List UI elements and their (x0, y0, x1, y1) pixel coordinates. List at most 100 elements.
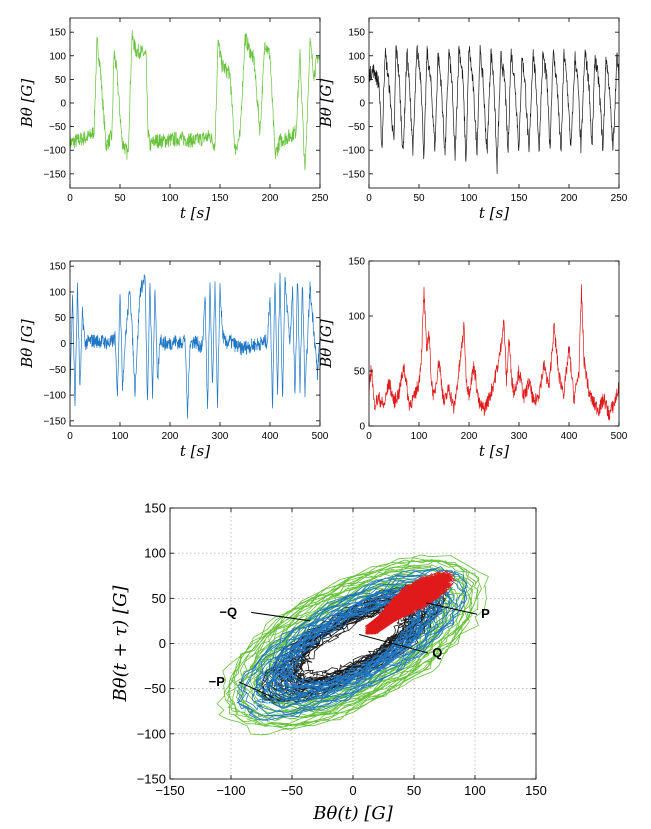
x-tick-label: 250 (611, 193, 628, 204)
x-tick-label: 150 (212, 193, 229, 204)
x-axis-label: t [s] (479, 442, 509, 460)
x-tick-label: 100 (411, 431, 428, 442)
y-tick-label: −150 (342, 169, 365, 180)
y-tick-label: 0 (60, 99, 66, 110)
chart-middle-right: 0 100 200 300 400 500 0 50 100 150 t [s] Bθ [G] (317, 257, 628, 461)
y-tick-label: 100 (49, 287, 66, 298)
x-tick-label: 100 (162, 193, 179, 204)
axes-frame (368, 17, 620, 189)
x-tick-label: 500 (312, 431, 329, 442)
x-tick-label: 200 (461, 431, 478, 442)
y-tick-label: 50 (354, 367, 366, 378)
y-tick-label: 0 (159, 636, 166, 651)
x-tick-label: −100 (216, 783, 245, 798)
annotation-label: P (481, 606, 490, 621)
series-line (369, 284, 619, 421)
plot-area (70, 30, 320, 171)
x-tick-label: 0 (366, 431, 372, 442)
x-tick-label: 400 (262, 431, 279, 442)
y-tick-label: 0 (359, 99, 365, 110)
x-tick-label: 100 (461, 193, 478, 204)
x-tick-label: 50 (413, 193, 425, 204)
y-tick-label: 150 (49, 28, 66, 39)
x-tick-label: 0 (67, 431, 73, 442)
y-axis-label: Bθ [G] (317, 319, 335, 369)
axes-frame (368, 260, 620, 427)
plot-area (216, 554, 489, 736)
y-tick-label: 100 (348, 51, 365, 62)
series-trajectory-3 (364, 569, 457, 635)
plot-area (369, 284, 619, 421)
x-tick-label: 200 (561, 193, 578, 204)
series-line (70, 30, 320, 171)
x-tick-label: −50 (281, 783, 303, 798)
x-tick-label: 150 (525, 783, 547, 798)
y-tick-label: −100 (137, 726, 166, 741)
y-tick-label: −150 (43, 169, 66, 180)
x-tick-label: 200 (162, 431, 179, 442)
y-tick-label: −100 (342, 146, 365, 157)
y-tick-label: −50 (49, 365, 66, 376)
y-tick-label: 50 (152, 591, 166, 606)
y-axis-label: Bθ [G] (18, 319, 36, 369)
y-tick-label: 0 (359, 422, 365, 433)
y-tick-label: 150 (144, 501, 166, 516)
y-tick-label: 100 (49, 51, 66, 62)
x-axis-label: t [s] (180, 442, 210, 460)
y-tick-label: 150 (348, 28, 365, 39)
x-tick-label: 100 (464, 783, 486, 798)
annotation-arrow (426, 602, 478, 615)
y-tick-label: −50 (49, 122, 66, 133)
annotation-label: −P (209, 674, 226, 689)
y-tick-label: −100 (43, 146, 66, 157)
annotation-label: −Q (219, 604, 237, 619)
x-tick-label: −150 (155, 783, 184, 798)
x-tick-label: 0 (349, 783, 356, 798)
x-tick-label: 0 (366, 193, 372, 204)
annotation-arrow (358, 633, 429, 654)
y-tick-label: 50 (55, 313, 67, 324)
y-tick-label: 100 (144, 546, 166, 561)
x-tick-label: 50 (114, 193, 126, 204)
x-tick-label: 200 (262, 193, 279, 204)
y-tick-label: 150 (348, 257, 365, 268)
x-tick-label: 0 (67, 193, 73, 204)
series-line (70, 272, 320, 419)
x-tick-label: 100 (112, 431, 129, 442)
x-tick-label: 300 (212, 431, 229, 442)
plot-area (70, 272, 320, 419)
y-tick-label: 150 (49, 262, 66, 273)
y-tick-label: −50 (348, 122, 365, 133)
y-tick-label: 0 (60, 339, 66, 350)
x-tick-label: 250 (312, 193, 329, 204)
y-tick-label: −100 (43, 391, 66, 402)
x-axis-label: Bθ(t) [G] (312, 803, 393, 824)
x-axis-label: t [s] (180, 204, 210, 222)
x-tick-label: 400 (561, 431, 578, 442)
y-tick-label: −150 (137, 772, 166, 787)
chart-middle-left: 0 100 200 300 400 500 −150 −100 −50 0 50 100 150 t [s… (18, 260, 329, 460)
y-tick-label: 50 (354, 75, 366, 86)
y-tick-label: −50 (144, 681, 166, 696)
chart-phase-portrait: −150 −100 −50 0 50 100 150 −150 −100 −50 0 50 100 150… (110, 501, 547, 825)
x-tick-label: 150 (511, 193, 528, 204)
series-line (369, 44, 619, 174)
x-tick-label: 300 (511, 431, 528, 442)
y-axis-label: Bθ [G] (18, 79, 36, 129)
y-tick-label: 100 (348, 312, 365, 323)
x-axis-label: t [s] (479, 204, 509, 222)
y-tick-label: −150 (43, 416, 66, 427)
annotation-arrow (251, 611, 311, 622)
plot-area (369, 44, 619, 174)
y-axis-label: Bθ(t + τ) [G] (110, 585, 131, 703)
annotation-label: Q (432, 645, 442, 660)
annotation-arrow (238, 681, 274, 699)
axes-frame (69, 17, 321, 189)
y-axis-label: Bθ [G] (317, 79, 335, 129)
y-tick-label: 50 (55, 75, 67, 86)
x-tick-label: 500 (611, 431, 628, 442)
x-tick-label: 50 (407, 783, 421, 798)
